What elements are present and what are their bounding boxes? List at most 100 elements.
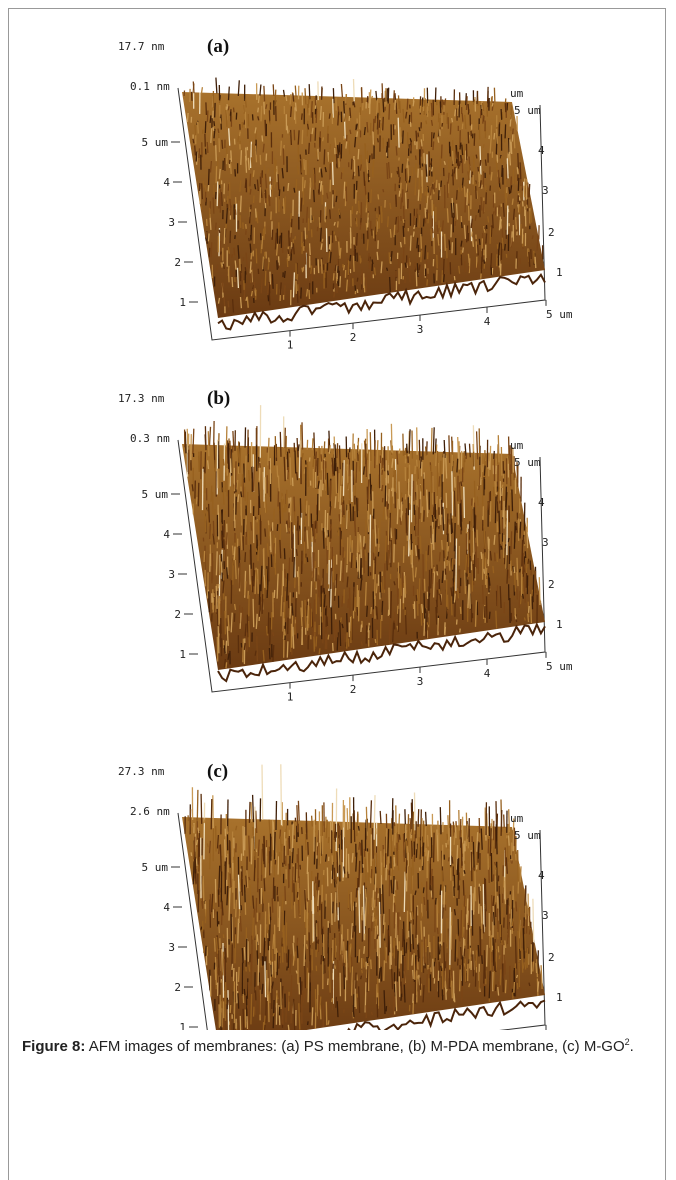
- surface-spike: [345, 113, 346, 122]
- surface-spike: [228, 854, 229, 873]
- surface-spike: [342, 596, 343, 607]
- surface-spike: [305, 248, 306, 265]
- surface-spike: [378, 194, 379, 199]
- surface-spike: [354, 555, 355, 568]
- surface-spike: [268, 994, 269, 1023]
- surface-spike: [253, 170, 254, 177]
- surface-spike: [343, 558, 344, 582]
- surface-spike: [398, 118, 399, 148]
- surface-spike: [377, 99, 378, 114]
- surface-spike: [440, 807, 441, 834]
- surface-spike: [405, 576, 406, 594]
- surface-spike: [507, 510, 508, 555]
- surface-spike: [382, 461, 383, 468]
- surface-spike: [431, 869, 432, 885]
- surface-spike: [318, 921, 319, 952]
- surface-spike: [323, 528, 324, 549]
- surface-spike: [377, 252, 378, 260]
- surface-spike: [464, 451, 465, 462]
- right-tick-label: 1: [556, 266, 563, 279]
- surface-spike: [374, 534, 375, 554]
- surface-spike: [517, 523, 518, 533]
- surface-spike: [407, 468, 408, 496]
- surface-spike: [347, 510, 348, 529]
- surface-spike: [334, 291, 335, 297]
- surface-spike: [366, 859, 367, 888]
- surface-spike: [263, 256, 264, 269]
- surface-spike: [501, 447, 502, 476]
- surface-spike: [205, 185, 206, 192]
- surface-spike: [442, 571, 443, 583]
- surface-spike: [353, 434, 354, 461]
- surface-spike: [237, 480, 238, 490]
- surface-spike: [431, 229, 432, 242]
- surface-spike: [280, 502, 281, 524]
- surface-spike: [436, 898, 437, 905]
- surface-spike: [296, 103, 297, 112]
- left-tick-label: 1: [179, 648, 186, 661]
- surface-spike: [204, 551, 205, 562]
- surface-spike: [396, 217, 397, 225]
- surface-spike: [302, 422, 303, 449]
- surface-spike: [373, 560, 374, 579]
- surface-spike: [465, 160, 466, 163]
- surface-spike: [205, 910, 206, 924]
- surface-spike: [517, 975, 518, 978]
- surface-spike: [469, 192, 470, 203]
- surface-spike: [273, 84, 274, 95]
- surface-spike: [359, 949, 360, 962]
- surface-spike: [340, 248, 341, 259]
- surface-spike: [398, 167, 399, 177]
- surface-spike: [272, 274, 273, 289]
- surface-spike: [439, 552, 440, 561]
- surface-spike: [285, 886, 286, 902]
- surface-spike: [357, 553, 358, 572]
- surface-spike: [510, 119, 511, 126]
- surface-spike: [308, 872, 309, 900]
- surface-spike: [204, 803, 205, 860]
- surface-spike: [387, 163, 388, 179]
- surface-spike: [309, 606, 310, 628]
- surface-spike: [199, 857, 200, 872]
- surface-spike: [293, 93, 294, 101]
- surface-spike: [328, 635, 329, 640]
- surface-spike: [265, 271, 266, 286]
- surface-spike: [481, 906, 482, 923]
- surface-spike: [245, 885, 246, 903]
- surface-spike: [344, 460, 345, 496]
- surface-spike: [199, 456, 200, 472]
- surface-spike: [211, 530, 212, 541]
- surface-spike: [521, 926, 522, 951]
- surface-spike: [314, 433, 315, 459]
- surface-spike: [298, 801, 299, 821]
- surface-spike: [245, 99, 246, 108]
- surface-spike: [492, 103, 493, 106]
- surface-spike: [185, 432, 186, 454]
- surface-spike: [330, 480, 331, 501]
- surface-spike: [469, 895, 470, 928]
- surface-spike: [360, 873, 361, 894]
- surface-spike: [440, 595, 441, 605]
- surface-spike: [483, 115, 484, 124]
- surface-spike: [494, 451, 495, 459]
- surface-spike: [262, 236, 263, 249]
- surface-spike: [324, 149, 325, 164]
- surface-spike: [235, 169, 236, 176]
- surface-spike: [249, 877, 250, 880]
- surface-spike: [304, 159, 305, 170]
- surface-spike: [219, 924, 220, 933]
- surface-spike: [451, 588, 452, 597]
- surface-spike: [538, 981, 539, 991]
- surface-spike: [519, 201, 520, 205]
- surface-spike: [265, 961, 266, 997]
- surface-spike: [258, 569, 259, 594]
- surface-spike: [479, 485, 480, 490]
- surface-spike: [416, 545, 417, 556]
- surface-spike: [191, 434, 192, 463]
- surface-spike: [361, 625, 362, 633]
- surface-spike: [354, 444, 355, 459]
- surface-spike: [352, 853, 353, 862]
- right-tick-label: 2: [548, 226, 555, 239]
- surface-spike: [355, 137, 356, 147]
- surface-spike: [485, 160, 486, 166]
